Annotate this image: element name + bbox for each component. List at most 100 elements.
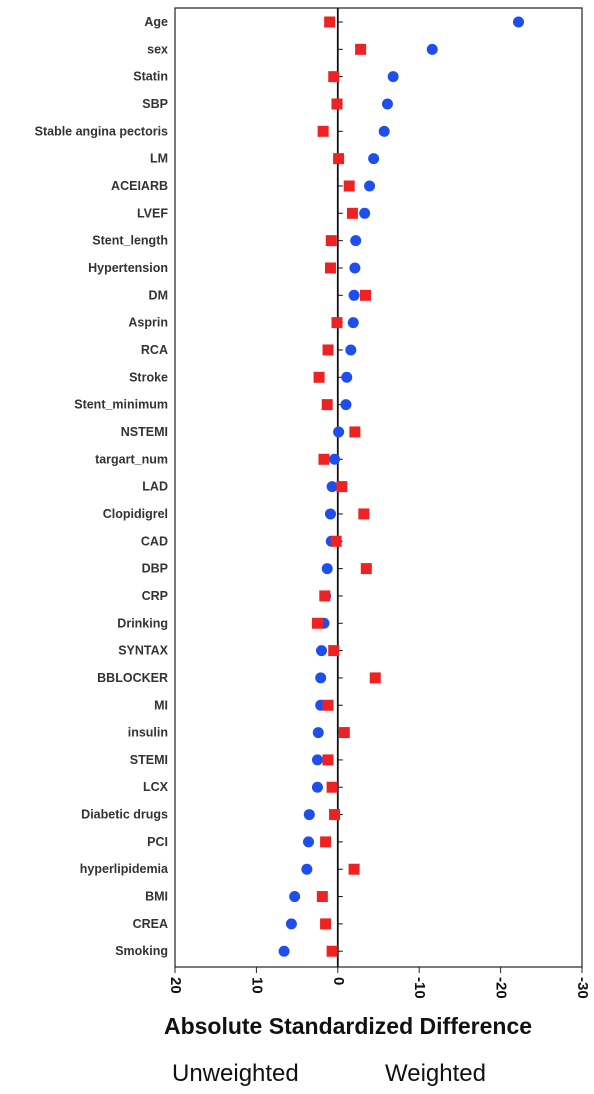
point-weighted [358, 508, 370, 520]
point-unweighted [312, 727, 324, 739]
point-weighted [336, 481, 348, 493]
point-weighted [319, 590, 331, 602]
y-tick-label: LVEF [137, 206, 168, 220]
y-tick-label: CRP [142, 589, 168, 603]
point-unweighted [381, 98, 393, 110]
point-weighted [328, 71, 340, 83]
point-unweighted [349, 262, 361, 274]
point-unweighted [387, 71, 399, 83]
y-tick-label: DM [149, 288, 168, 302]
point-weighted [317, 125, 329, 137]
x-axis-label: Absolute Standardized Difference [164, 1013, 532, 1039]
x-tick-label: 10 [248, 977, 265, 994]
point-unweighted [426, 43, 438, 55]
y-tick-label: CAD [141, 534, 168, 548]
y-tick-label: SBP [142, 97, 168, 111]
y-tick-label: hyperlipidemia [80, 862, 169, 876]
point-weighted [348, 863, 360, 875]
point-weighted [322, 699, 334, 711]
y-tick-label: insulin [128, 726, 168, 740]
y-tick-label: Stent_length [92, 234, 168, 248]
point-unweighted [350, 235, 362, 247]
y-tick-label: Stable angina pectoris [35, 124, 168, 138]
point-unweighted [311, 781, 323, 793]
y-tick-label: Diabetic drugs [81, 808, 168, 822]
point-unweighted [340, 399, 352, 411]
point-weighted [328, 645, 340, 657]
y-tick-label: Clopidigrel [103, 507, 168, 521]
point-unweighted [315, 672, 327, 684]
point-weighted [330, 535, 342, 547]
point-unweighted [321, 563, 333, 575]
point-unweighted [345, 344, 357, 356]
point-unweighted [289, 891, 301, 903]
point-weighted [326, 781, 338, 793]
point-unweighted [303, 809, 315, 821]
point-weighted [324, 262, 336, 274]
point-weighted [318, 453, 330, 465]
point-weighted [313, 371, 325, 383]
legend-unweighted: Unweighted [172, 1060, 299, 1087]
legend-weighted: Weighted [385, 1060, 486, 1087]
point-weighted [369, 672, 381, 684]
y-tick-label: targart_num [95, 452, 168, 466]
point-weighted [316, 891, 328, 903]
point-weighted [326, 945, 338, 957]
point-weighted [359, 289, 371, 301]
y-tick-label: BMI [145, 890, 168, 904]
point-unweighted [301, 863, 313, 875]
point-unweighted [348, 289, 360, 301]
x-tick-label: 20 [167, 977, 184, 994]
y-tick-label: Age [144, 15, 168, 29]
x-tick-label: -30 [574, 977, 591, 999]
point-weighted [355, 43, 367, 55]
point-unweighted [324, 508, 336, 520]
point-weighted [322, 344, 334, 356]
y-tick-label: SYNTAX [118, 644, 168, 658]
point-unweighted [359, 207, 371, 219]
point-unweighted [302, 836, 314, 848]
point-unweighted [326, 481, 338, 493]
point-unweighted [341, 371, 353, 383]
y-tick-label: sex [147, 42, 168, 56]
x-tick-label: -20 [493, 977, 510, 999]
x-tick-label: 0 [330, 977, 347, 985]
point-weighted [322, 754, 334, 766]
y-tick-label: LM [150, 152, 168, 166]
point-unweighted [316, 645, 328, 657]
point-unweighted [378, 125, 390, 137]
y-tick-label: STEMI [130, 753, 168, 767]
plot-frame [174, 7, 583, 968]
point-unweighted [333, 426, 345, 438]
point-unweighted [311, 754, 323, 766]
y-tick-label: Statin [133, 70, 168, 84]
y-tick-label: LAD [142, 480, 168, 494]
y-tick-label: LCX [143, 780, 169, 794]
y-tick-label: Smoking [115, 944, 168, 958]
point-unweighted [513, 16, 525, 28]
y-tick-label: RCA [141, 343, 168, 357]
point-weighted [325, 235, 337, 247]
point-weighted [320, 836, 332, 848]
y-tick-label: Hypertension [88, 261, 168, 275]
y-tick-label: NSTEMI [121, 425, 168, 439]
point-weighted [333, 153, 345, 165]
point-unweighted [329, 453, 341, 465]
y-tick-label: MI [154, 698, 168, 712]
point-unweighted [368, 153, 380, 165]
point-weighted [331, 317, 343, 329]
point-unweighted [364, 180, 376, 192]
point-weighted [331, 98, 343, 110]
y-tick-label: BBLOCKER [97, 671, 168, 685]
y-tick-label: ACEIARB [111, 179, 168, 193]
point-weighted [311, 617, 323, 629]
point-weighted [329, 809, 341, 821]
point-weighted [346, 207, 358, 219]
point-weighted [349, 426, 361, 438]
x-tick-label: -10 [411, 977, 428, 999]
y-tick-label: Asprin [128, 316, 168, 330]
y-tick-label: Stroke [129, 370, 168, 384]
point-unweighted [285, 918, 297, 930]
point-weighted [343, 180, 355, 192]
